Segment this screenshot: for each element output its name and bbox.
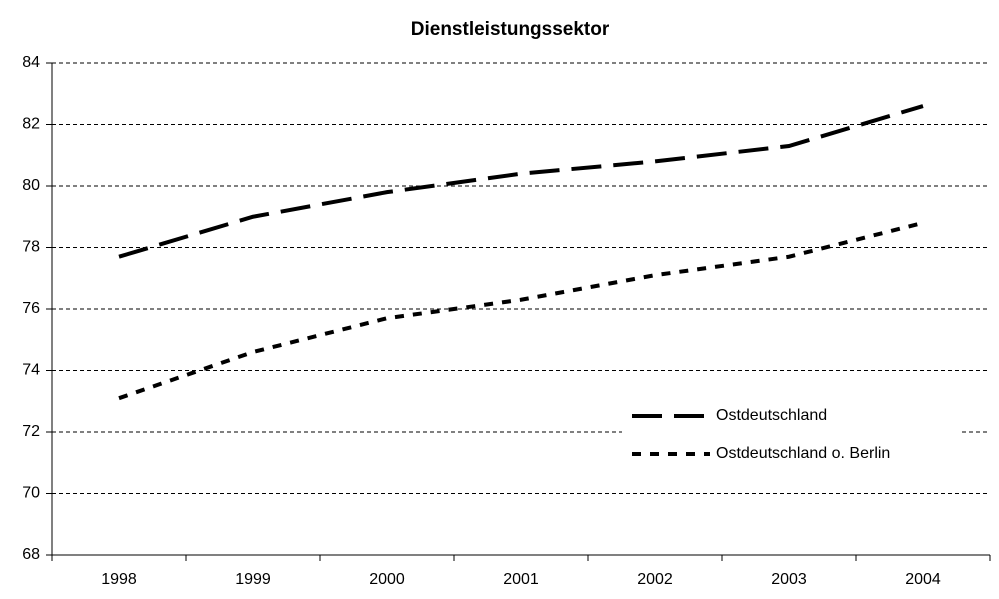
y-tick-label: 70 <box>22 485 40 502</box>
x-tick-label: 2002 <box>637 571 673 588</box>
x-tick-label: 2004 <box>905 571 941 588</box>
chart-title: Dienstleistungssektor <box>411 19 610 40</box>
legend: Ostdeutschland Ostdeutschland o. Berlin <box>622 400 962 474</box>
series-line <box>118 104 924 259</box>
legend-label: Ostdeutschland <box>716 407 827 424</box>
legend-label: Ostdeutschland o. Berlin <box>716 445 890 462</box>
y-tick-label: 82 <box>22 116 40 133</box>
x-tick-label: 1999 <box>235 571 271 588</box>
y-tick-label: 68 <box>22 546 40 563</box>
y-tick-label: 74 <box>22 362 40 379</box>
x-tick-label: 2000 <box>369 571 405 588</box>
x-tick-label: 2001 <box>503 571 539 588</box>
y-tick-label: 72 <box>22 423 40 440</box>
y-tick-label: 80 <box>22 177 40 194</box>
series-line <box>118 220 924 401</box>
x-tick-label: 2003 <box>771 571 807 588</box>
y-tick-label: 76 <box>22 300 40 317</box>
legend-box <box>622 400 962 474</box>
x-tick-label: 1998 <box>101 571 137 588</box>
y-tick-label: 84 <box>22 54 40 71</box>
y-tick-label: 78 <box>22 239 40 256</box>
